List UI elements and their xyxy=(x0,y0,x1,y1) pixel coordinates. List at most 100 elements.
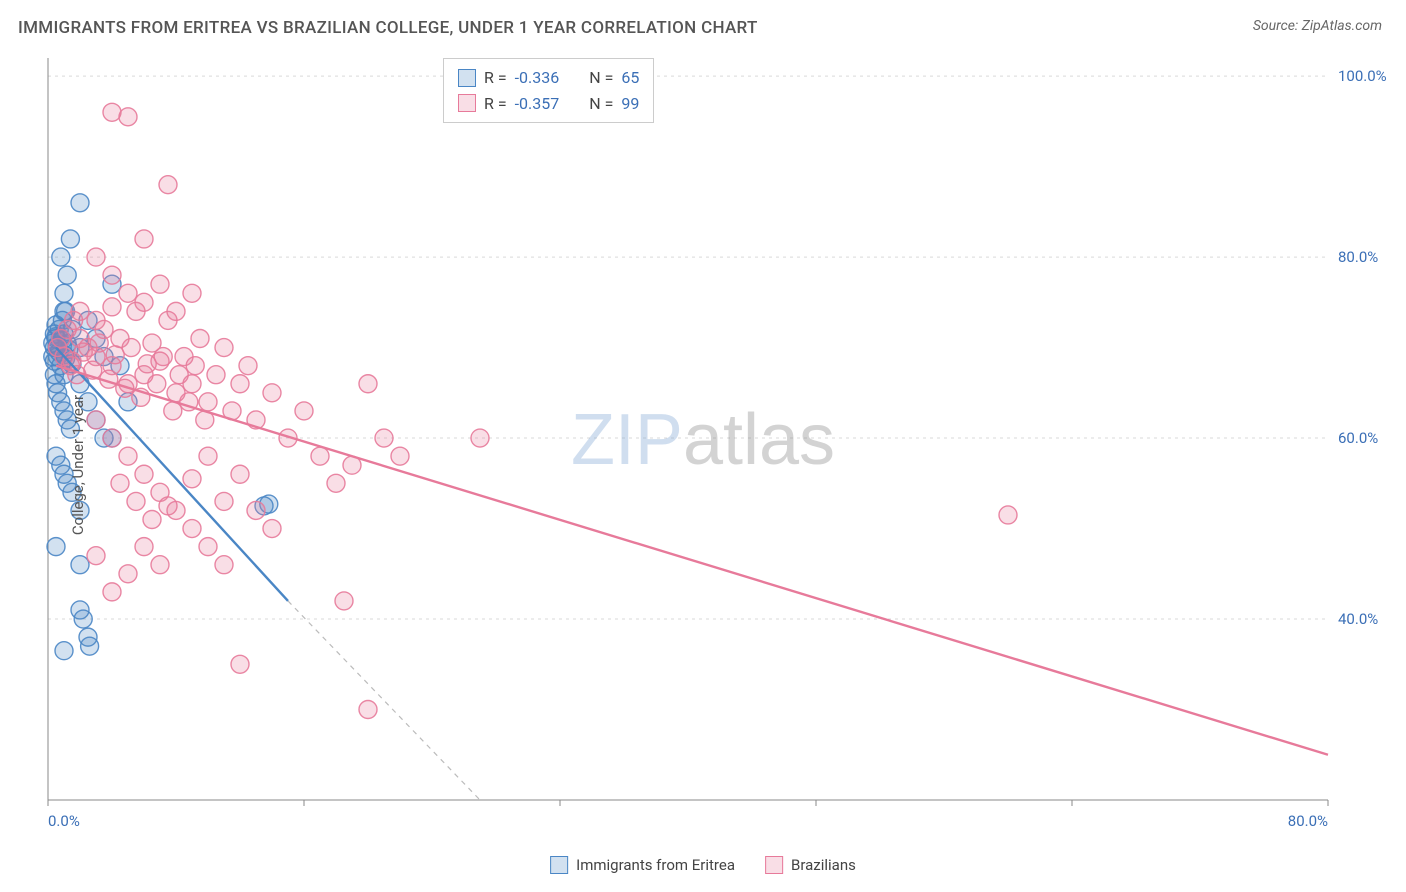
brazilians-point xyxy=(359,375,377,393)
brazilians-point xyxy=(135,293,153,311)
scatter-plot-svg: 0.0% 80.0% 40.0% 60.0% 80.0% 100.0% xyxy=(18,50,1388,840)
brazilians-point xyxy=(148,375,166,393)
brazilians-point xyxy=(159,176,177,194)
brazilians-point xyxy=(295,402,313,420)
svg-text:0.0%: 0.0% xyxy=(48,812,80,830)
brazilians-point xyxy=(215,339,233,357)
brazilians-point xyxy=(103,266,121,284)
eritrea-swatch xyxy=(458,69,476,87)
eritrea-point xyxy=(81,637,99,655)
brazilians-point xyxy=(263,520,281,538)
brazilians-point xyxy=(135,538,153,556)
brazilians-point xyxy=(74,343,92,361)
brazilians-point xyxy=(391,447,409,465)
eritrea-point xyxy=(45,366,63,384)
brazilians-point xyxy=(119,565,137,583)
brazilians-point xyxy=(199,538,217,556)
svg-text:60.0%: 60.0% xyxy=(1338,429,1378,447)
brazilians-point xyxy=(103,103,121,121)
source-label: Source: ZipAtlas.com xyxy=(1253,18,1382,34)
svg-text:100.0%: 100.0% xyxy=(1338,67,1387,85)
brazilians-point xyxy=(119,447,137,465)
brazilians-point xyxy=(335,592,353,610)
brazilians-point xyxy=(103,583,121,601)
brazilians-point xyxy=(167,302,185,320)
svg-text:80.0%: 80.0% xyxy=(1288,812,1328,830)
plot-area: College, Under 1 year 0.0% 80.0% 40.0% 60.0… xyxy=(18,50,1388,880)
brazilians-point xyxy=(138,355,156,373)
brazilians-point xyxy=(239,357,257,375)
brazilians-point xyxy=(263,384,281,402)
eritrea-point xyxy=(52,456,70,474)
brazilians-point xyxy=(247,501,265,519)
brazilians-point xyxy=(87,248,105,266)
brazilians-point xyxy=(231,375,249,393)
brazilians-legend-label: Brazilians xyxy=(791,856,856,874)
eritrea-point xyxy=(52,248,70,266)
brazilians-point xyxy=(87,411,105,429)
brazilians-point xyxy=(111,474,129,492)
brazilians-swatch xyxy=(458,94,476,112)
eritrea-point xyxy=(55,284,73,302)
brazilians-point xyxy=(327,474,345,492)
eritrea-point xyxy=(58,266,76,284)
eritrea-point xyxy=(47,538,65,556)
chart-title: IMMIGRANTS FROM ERITREA VS BRAZILIAN COL… xyxy=(18,18,758,38)
brazilians-point xyxy=(231,465,249,483)
eritrea-trendline-extrapolated xyxy=(288,601,480,800)
brazilians-point xyxy=(231,655,249,673)
brazilians-point xyxy=(170,366,188,384)
brazilians-point xyxy=(215,556,233,574)
eritrea-point xyxy=(71,194,89,212)
stats-row-brazilians: R = -0.357N = 99 xyxy=(458,91,639,117)
brazilians-point xyxy=(122,339,140,357)
brazilians-point xyxy=(183,520,201,538)
bottom-legend: Immigrants from Eritrea Brazilians xyxy=(550,856,856,874)
brazilians-point xyxy=(71,302,89,320)
brazilians-point xyxy=(103,298,121,316)
eritrea-point xyxy=(71,556,89,574)
brazilians-point xyxy=(215,492,233,510)
brazilians-point xyxy=(186,357,204,375)
brazilians-legend-swatch xyxy=(765,856,783,874)
stats-row-eritrea: R = -0.336N = 65 xyxy=(458,65,639,91)
legend-item-eritrea: Immigrants from Eritrea xyxy=(550,856,735,874)
brazilians-point xyxy=(87,311,105,329)
brazilians-point xyxy=(151,556,169,574)
brazilians-point xyxy=(207,366,225,384)
eritrea-legend-swatch xyxy=(550,856,568,874)
brazilians-point xyxy=(375,429,393,447)
brazilians-point xyxy=(119,284,137,302)
brazilians-point xyxy=(103,429,121,447)
legend-item-brazilians: Brazilians xyxy=(765,856,856,874)
brazilians-point xyxy=(159,497,177,515)
brazilians-point xyxy=(199,393,217,411)
brazilians-point xyxy=(154,348,172,366)
brazilians-point xyxy=(164,402,182,420)
brazilians-point xyxy=(127,492,145,510)
brazilians-point xyxy=(87,547,105,565)
brazilians-point xyxy=(311,447,329,465)
eritrea-point xyxy=(74,610,92,628)
brazilians-point xyxy=(135,230,153,248)
svg-text:40.0%: 40.0% xyxy=(1338,610,1378,628)
brazilians-point xyxy=(106,346,124,364)
brazilians-point xyxy=(183,470,201,488)
brazilians-point xyxy=(90,334,108,352)
brazilians-point xyxy=(191,330,209,348)
brazilians-trendline xyxy=(56,366,1328,755)
brazilians-point xyxy=(135,465,153,483)
svg-text:80.0%: 80.0% xyxy=(1338,248,1378,266)
eritrea-point xyxy=(61,230,79,248)
brazilians-point xyxy=(359,701,377,719)
brazilians-point xyxy=(471,429,489,447)
brazilians-point xyxy=(999,506,1017,524)
eritrea-legend-label: Immigrants from Eritrea xyxy=(576,856,735,874)
brazilians-point xyxy=(119,108,137,126)
brazilians-point xyxy=(199,447,217,465)
y-axis-label: College, Under 1 year xyxy=(69,395,87,535)
stats-legend-box: R = -0.336N = 65R = -0.357N = 99 xyxy=(443,58,654,123)
brazilians-point xyxy=(151,275,169,293)
brazilians-point xyxy=(183,284,201,302)
brazilians-point xyxy=(143,510,161,528)
